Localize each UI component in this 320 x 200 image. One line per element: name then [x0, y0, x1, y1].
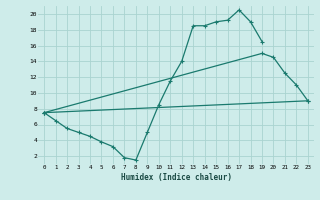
X-axis label: Humidex (Indice chaleur): Humidex (Indice chaleur)	[121, 173, 231, 182]
